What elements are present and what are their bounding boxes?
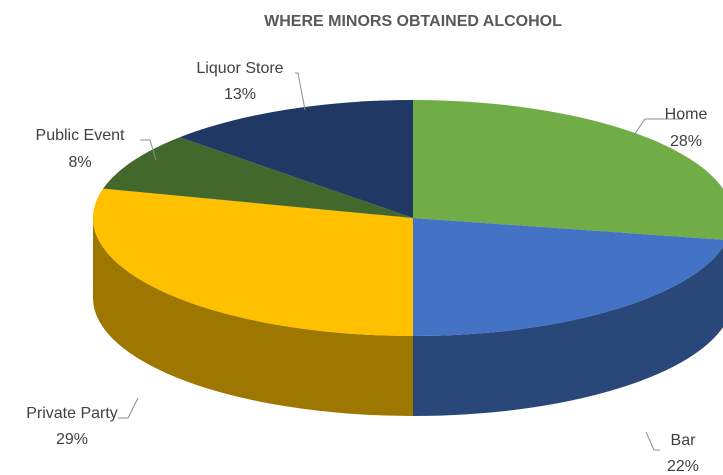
pie-side-private-party	[93, 218, 413, 416]
slice-label-public-event: Public Event	[36, 127, 125, 144]
leader-line-private-party	[118, 397, 139, 419]
pie-side-bar	[413, 247, 723, 416]
slice-value-public-event: 8%	[68, 154, 91, 171]
pie-sides	[93, 218, 723, 416]
slice-label-private-party: Private Party	[26, 405, 118, 422]
slice-label-home: Home	[665, 106, 708, 123]
pie-slice-home	[413, 100, 723, 240]
pie-slice-liquor-store	[179, 100, 413, 218]
slice-value-liquor-store: 13%	[224, 86, 256, 103]
slice-label-bar: Bar	[671, 432, 697, 449]
pie-leader-lines	[118, 72, 683, 451]
slice-value-home: 28%	[670, 133, 702, 150]
leader-line-home	[631, 118, 683, 139]
slice-value-bar: 22%	[667, 458, 699, 475]
pie-slice-bar	[413, 218, 723, 336]
slice-value-private-party: 29%	[56, 431, 88, 448]
leader-line-bar	[645, 431, 660, 451]
leader-line-liquor-store	[295, 72, 306, 111]
slice-label-liquor-store: Liquor Store	[196, 60, 283, 77]
pie-labels: Home 28% Bar 22% Private Party 29% Public Even…	[26, 60, 707, 475]
leader-line-public-event	[140, 139, 157, 161]
pie-slice-private-party	[93, 188, 413, 336]
pie-slice-public-event	[103, 137, 413, 218]
chart-title: WHERE MINORS OBTAINED ALCOHOL	[264, 13, 562, 30]
pie-tops	[93, 100, 723, 336]
